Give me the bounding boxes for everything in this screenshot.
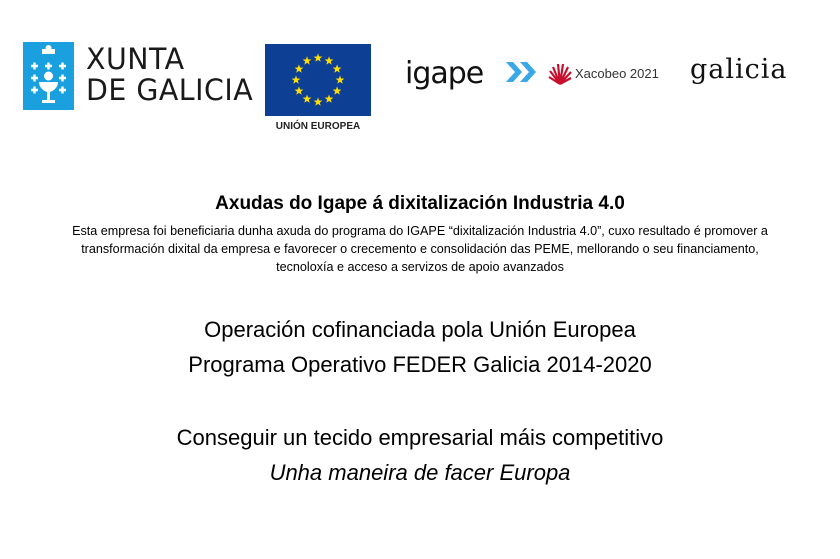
- xacobeo-wordmark: Xacobeo 2021: [575, 66, 659, 81]
- page-title: Axudas do Igape á dixitalización Industr…: [215, 193, 625, 214]
- eu-star-icon: [324, 56, 334, 65]
- xacobeo-shell-icon: [548, 63, 572, 90]
- slogan-line-2: Unha maneira de facer Europa: [269, 460, 571, 485]
- xunta-line1: XUNTA: [86, 42, 185, 76]
- eu-flag-logo: [265, 44, 371, 116]
- eu-star-icon: [324, 94, 334, 103]
- operation-line-1: Operación cofinanciada pola Unión Europe…: [204, 317, 636, 342]
- xunta-line2: DE GALICIA: [86, 73, 254, 107]
- xunta-wordmark: XUNTA DE GALICIA: [86, 44, 253, 106]
- eu-star-icon: [294, 86, 304, 95]
- galicia-logo: galicia: [690, 54, 788, 85]
- eu-star-icon: [313, 53, 323, 62]
- eu-star-icon: [313, 97, 323, 106]
- eu-star-icon: [291, 75, 301, 84]
- eu-star-icon: [302, 94, 312, 103]
- igape-logo: igape: [405, 56, 484, 91]
- eu-label: UNIÓN EUROPEA: [275, 121, 361, 132]
- eu-star-icon: [335, 75, 345, 84]
- slogan-line-1: Conseguir un tecido empresarial máis com…: [176, 425, 664, 450]
- eu-star-icon: [332, 86, 342, 95]
- operation-line-2: Programa Operativo FEDER Galicia 2014-20…: [188, 352, 652, 377]
- eu-star-icon: [332, 64, 342, 73]
- xunta-shield-logo: [23, 42, 74, 110]
- description: Esta empresa foi beneficiaria dunha axud…: [72, 224, 768, 274]
- eu-star-icon: [302, 56, 312, 65]
- eu-star-icon: [294, 64, 304, 73]
- igape-arrows-icon: [506, 62, 538, 87]
